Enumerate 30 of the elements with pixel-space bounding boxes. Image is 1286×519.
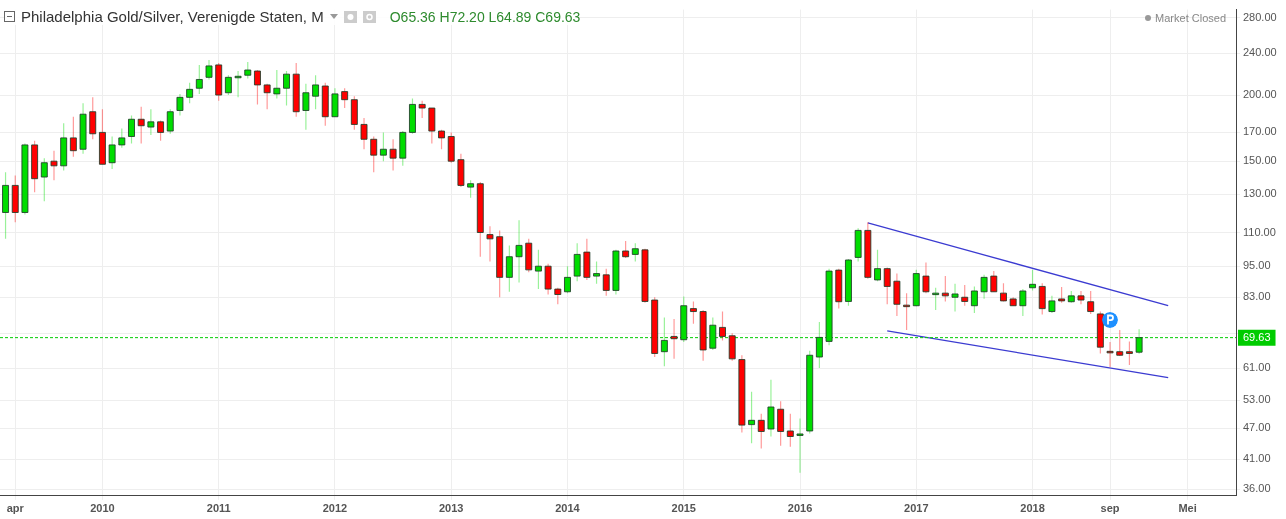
x-tick-label: 2017 <box>904 502 929 515</box>
x-tick-label: apr <box>6 502 25 515</box>
x-tick-label: 2014 <box>555 502 581 515</box>
y-tick-label: 41.00 <box>1243 452 1271 465</box>
y-tick-label: 47.00 <box>1243 421 1271 434</box>
y-tick-label: 83.00 <box>1243 290 1271 303</box>
x-tick-label: 2018 <box>1020 502 1045 515</box>
x-tick-label: 2015 <box>671 502 696 515</box>
y-tick-label: 280.00 <box>1243 10 1277 23</box>
y-tick-label: 110.00 <box>1243 225 1276 238</box>
x-tick-label: sep <box>1100 502 1120 515</box>
chart-title: Philadelphia Gold/Silver, Verenigde Staten, M <box>21 8 324 25</box>
ref-line-label: 69.63 <box>1243 330 1271 343</box>
y-tick-label: 150.00 <box>1243 154 1277 167</box>
y-tick-label: 36.00 <box>1243 482 1271 495</box>
y-tick-label: 240.00 <box>1243 46 1277 59</box>
y-tick-label: 130.00 <box>1243 187 1277 200</box>
annotation: Market Closed <box>1155 12 1226 24</box>
y-tick-label: 53.00 <box>1243 393 1271 406</box>
x-tick-label: Mei <box>1178 502 1197 515</box>
y-tick-label: 95.00 <box>1243 259 1271 272</box>
y-tick-label: 61.00 <box>1243 361 1271 374</box>
y-tick-label: 200.00 <box>1243 88 1277 101</box>
x-tick-label: 2011 <box>206 502 231 515</box>
x-tick-label: 2010 <box>90 502 115 515</box>
x-tick-label: 2013 <box>438 502 464 515</box>
x-tick-label: 2016 <box>787 502 813 515</box>
chart-subtitle: O65.36 H72.20 L64.89 C69.63 <box>389 8 581 25</box>
y-tick-label: 170.00 <box>1243 125 1277 138</box>
x-tick-label: 2012 <box>322 502 348 515</box>
